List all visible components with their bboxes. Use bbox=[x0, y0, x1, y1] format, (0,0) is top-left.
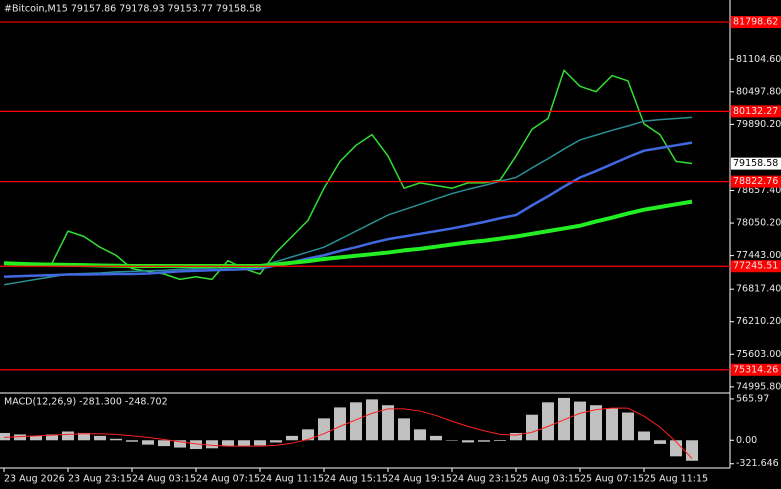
y-tick-label: 78657.40 bbox=[736, 185, 781, 196]
bar bbox=[526, 414, 538, 441]
x-tick-label: 24 Aug 11:15 bbox=[260, 474, 324, 485]
current-price-label: 79158.58 bbox=[733, 158, 778, 169]
level-label-box bbox=[731, 363, 781, 376]
x-tick-label: 23 Aug 2026 bbox=[4, 474, 65, 485]
bar bbox=[0, 432, 10, 441]
macd-title: MACD(12,26,9) -281.300 -248.702 bbox=[4, 397, 168, 408]
y-tick-label: 75603.00 bbox=[736, 349, 781, 360]
bar bbox=[174, 440, 186, 448]
bar bbox=[142, 440, 154, 445]
bar bbox=[318, 418, 330, 441]
x-tick-label: 24 Aug 23:15 bbox=[452, 474, 516, 485]
level-label: 78822.76 bbox=[733, 176, 778, 187]
bar bbox=[30, 435, 42, 441]
bar bbox=[158, 440, 170, 447]
level-label-box bbox=[731, 105, 781, 118]
bar bbox=[382, 405, 394, 441]
level-label-box bbox=[731, 16, 781, 29]
bar bbox=[414, 429, 426, 441]
y-tick-label: 76210.20 bbox=[736, 316, 781, 327]
bar bbox=[302, 429, 314, 441]
line bbox=[3, 141, 693, 278]
bar bbox=[366, 399, 378, 441]
y-tick-label: -321.646 bbox=[736, 458, 779, 469]
bar bbox=[270, 440, 282, 443]
y-tick-label: 0.00 bbox=[736, 435, 757, 446]
level-label: 75314.26 bbox=[733, 364, 778, 375]
bar bbox=[510, 432, 522, 441]
line bbox=[3, 407, 693, 459]
bar bbox=[286, 435, 298, 441]
x-tick-label: 25 Aug 07:15 bbox=[580, 474, 644, 485]
bar bbox=[478, 440, 490, 442]
y-tick-label: 76817.40 bbox=[736, 284, 781, 295]
bar bbox=[78, 432, 90, 441]
level-label: 81798.62 bbox=[733, 17, 778, 28]
level-label-box bbox=[731, 175, 781, 188]
bar bbox=[398, 418, 410, 441]
level-label-box bbox=[731, 260, 781, 273]
x-tick-label: 24 Aug 07:15 bbox=[196, 474, 260, 485]
bar bbox=[654, 440, 666, 444]
y-tick-label: 81104.60 bbox=[736, 54, 781, 65]
bar bbox=[622, 412, 634, 441]
bar bbox=[558, 397, 570, 441]
bar bbox=[62, 431, 74, 441]
y-tick-label: 565.97 bbox=[736, 393, 769, 404]
x-tick-label: 25 Aug 03:15 bbox=[516, 474, 580, 485]
bar bbox=[190, 440, 202, 450]
x-tick-label: 24 Aug 19:15 bbox=[388, 474, 452, 485]
bar bbox=[46, 434, 58, 441]
bar bbox=[94, 435, 106, 441]
x-tick-label: 24 Aug 15:15 bbox=[324, 474, 388, 485]
bar bbox=[126, 440, 138, 442]
chart-title: #Bitcoin,M15 79157.86 79178.93 79153.77 … bbox=[4, 4, 261, 15]
bar bbox=[494, 440, 506, 441]
bar bbox=[254, 440, 266, 446]
line bbox=[3, 116, 693, 286]
bar bbox=[462, 440, 474, 443]
bar bbox=[14, 434, 26, 441]
y-tick-label: 74995.80 bbox=[736, 381, 781, 392]
bar bbox=[334, 407, 346, 441]
bar bbox=[590, 405, 602, 441]
bar bbox=[542, 402, 554, 441]
y-tick-label: 79890.20 bbox=[736, 119, 781, 130]
level-label: 77245.51 bbox=[733, 261, 778, 272]
bar bbox=[670, 440, 682, 457]
x-tick-label: 24 Aug 03:15 bbox=[132, 474, 196, 485]
bar bbox=[222, 440, 234, 447]
y-tick-label: 78050.20 bbox=[736, 218, 781, 229]
bar bbox=[574, 401, 586, 441]
bar bbox=[430, 435, 442, 441]
current-price-box bbox=[731, 157, 781, 170]
x-tick-label: 23 Aug 23:15 bbox=[68, 474, 132, 485]
y-tick-label: 80497.80 bbox=[736, 86, 781, 97]
bar bbox=[638, 431, 650, 441]
bar bbox=[110, 438, 122, 441]
level-label: 80132.27 bbox=[733, 106, 778, 117]
bar bbox=[446, 440, 458, 441]
bar bbox=[206, 440, 218, 449]
y-tick-label: 77443.00 bbox=[736, 250, 781, 261]
x-tick-label: 25 Aug 11:15 bbox=[644, 474, 708, 485]
bar bbox=[350, 402, 362, 441]
bar bbox=[606, 408, 618, 441]
line bbox=[3, 69, 693, 281]
bar bbox=[238, 440, 250, 447]
